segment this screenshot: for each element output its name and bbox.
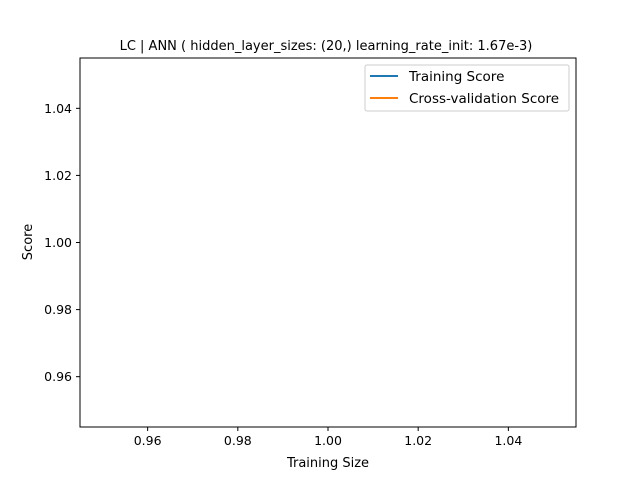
x-tick-label: 0.96 — [134, 433, 162, 448]
chart-title: LC | ANN ( hidden_layer_sizes: (20,) lea… — [120, 39, 533, 54]
x-tick-label: 1.00 — [314, 433, 342, 448]
legend: Training Score Cross-validation Score — [364, 64, 570, 112]
y-axis-label: Score — [21, 224, 36, 260]
y-tick-label: 0.98 — [44, 302, 72, 317]
x-axis: 0.96 0.98 1.00 1.02 1.04 — [134, 427, 522, 448]
y-tick-label: 1.02 — [44, 168, 72, 183]
y-axis: 0.96 0.98 1.00 1.02 1.04 — [44, 101, 80, 384]
y-tick-label: 1.00 — [44, 235, 72, 250]
legend-label-training-score: Training Score — [408, 69, 504, 85]
x-tick-label: 1.04 — [494, 433, 522, 448]
y-tick-label: 0.96 — [44, 369, 72, 384]
x-tick-label: 1.02 — [404, 433, 432, 448]
legend-box — [364, 64, 570, 112]
plot-area — [79, 57, 577, 428]
x-tick-label: 0.98 — [224, 433, 252, 448]
y-tick-label: 1.04 — [44, 101, 72, 116]
x-axis-label: Training Size — [286, 456, 369, 471]
legend-label-cross-validation-score: Cross-validation Score — [409, 91, 559, 107]
